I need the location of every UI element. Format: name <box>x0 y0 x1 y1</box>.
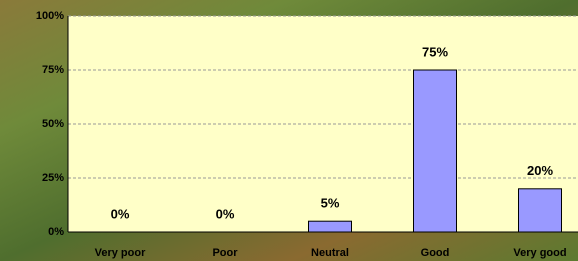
x-tick-label: Very poor <box>95 247 146 259</box>
y-tick-label: 75% <box>42 64 64 76</box>
y-tick-label: 50% <box>42 118 64 130</box>
x-tick-label: Poor <box>212 247 238 259</box>
bar <box>519 189 562 232</box>
y-tick-label: 25% <box>42 172 64 184</box>
y-tick-label: 0% <box>48 226 64 238</box>
value-label: 5% <box>321 196 340 211</box>
value-label: 0% <box>216 206 235 221</box>
bar <box>414 70 457 232</box>
value-label: 0% <box>111 206 130 221</box>
value-label: 75% <box>422 44 448 59</box>
x-tick-label: Neutral <box>311 247 349 259</box>
x-tick-label: Very good <box>513 247 566 259</box>
value-label: 20% <box>527 163 553 178</box>
y-tick-label: 100% <box>36 10 64 22</box>
bar <box>309 221 352 232</box>
x-tick-label: Good <box>421 247 450 259</box>
chart: 0% 25% 50% 75% 100% Very poor 0% Poor 0% Neutral 5… <box>0 0 578 261</box>
